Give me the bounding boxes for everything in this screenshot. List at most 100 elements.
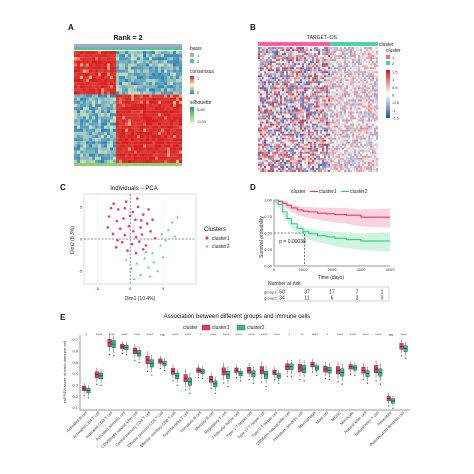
expression-cell xyxy=(356,63,359,66)
expression-cell xyxy=(328,49,331,52)
expression-cell xyxy=(312,143,315,146)
expression-cell xyxy=(372,137,375,140)
expression-cell xyxy=(284,147,287,150)
consensus-cell xyxy=(179,122,183,126)
consensus-cell xyxy=(86,153,90,157)
consensus-cell xyxy=(161,150,165,154)
expression-cell xyxy=(276,65,279,68)
expression-cell xyxy=(330,115,333,118)
expression-cell xyxy=(264,161,267,164)
expression-cell xyxy=(276,143,279,146)
consensus-cell xyxy=(167,116,171,120)
expression-cell xyxy=(348,147,351,150)
expression-cell xyxy=(330,105,333,108)
expression-cell xyxy=(344,161,347,164)
consensus-cell xyxy=(167,107,171,111)
consensus-cell xyxy=(104,72,108,76)
consensus-cell xyxy=(173,156,177,160)
expression-cell xyxy=(320,167,323,171)
expression-cell xyxy=(360,49,363,52)
consensus-cell xyxy=(170,66,174,70)
consensus-cell xyxy=(131,119,135,123)
expression-cell xyxy=(350,65,353,68)
expression-cell xyxy=(356,75,359,78)
consensus-cell xyxy=(125,131,129,136)
consensus-cell xyxy=(140,63,144,67)
expression-cell xyxy=(340,153,343,156)
expression-cell xyxy=(332,167,335,171)
expression-cell xyxy=(370,153,373,156)
expression-cell xyxy=(300,65,303,68)
consensus-cell xyxy=(137,72,141,76)
expression-cell xyxy=(322,55,325,58)
expression-cell xyxy=(282,159,285,162)
expression-cell xyxy=(322,155,325,158)
expression-cell xyxy=(278,145,281,148)
expression-cell xyxy=(368,161,371,164)
expression-cell xyxy=(266,97,269,100)
consensus-cell xyxy=(134,141,138,145)
expression-cell xyxy=(358,47,361,50)
consensus-cell xyxy=(107,131,111,136)
expression-cell xyxy=(324,117,327,120)
expression-cell xyxy=(264,57,267,60)
consensus-cell xyxy=(170,131,174,136)
consensus-cell xyxy=(107,128,111,132)
consensus-cell xyxy=(170,63,174,67)
consensus-cell xyxy=(125,75,129,80)
expression-cell xyxy=(360,137,363,140)
expression-cell xyxy=(352,135,355,138)
consensus-cell xyxy=(77,144,81,148)
expression-cell xyxy=(350,139,353,142)
expression-cell xyxy=(356,123,359,126)
expression-cell xyxy=(260,119,263,122)
consensus-cell xyxy=(146,125,150,129)
expression-cell xyxy=(360,131,363,134)
expression-cell xyxy=(346,135,349,138)
expression-cell xyxy=(296,51,299,54)
expression-cell xyxy=(372,51,375,54)
expression-cell xyxy=(332,165,335,169)
consensus-cell xyxy=(125,54,129,58)
expression-cell xyxy=(300,139,303,142)
consensus-cell xyxy=(152,63,156,67)
expression-cell xyxy=(358,123,361,126)
expression-cell xyxy=(348,151,351,154)
expression-cell xyxy=(278,137,281,140)
expression-cell xyxy=(334,113,337,116)
expression-cell xyxy=(368,59,371,62)
consensus-cell xyxy=(98,113,102,117)
expression-cell xyxy=(266,163,269,167)
expression-cell xyxy=(328,89,331,92)
expression-cell xyxy=(282,127,285,130)
expression-cell xyxy=(296,69,299,72)
expression-cell xyxy=(320,65,323,68)
consensus-cell xyxy=(179,82,183,86)
consensus-cell xyxy=(161,110,165,114)
expression-cell xyxy=(278,81,281,84)
consensus-cell xyxy=(77,91,81,95)
expression-cell xyxy=(278,161,281,164)
expression-cell xyxy=(264,135,267,138)
expression-cell xyxy=(360,79,363,82)
expression-cell xyxy=(312,125,315,128)
expression-cell xyxy=(352,159,355,162)
expression-cell xyxy=(314,65,317,68)
consensus-cell xyxy=(113,141,117,145)
expression-cell xyxy=(302,81,305,84)
expression-cell xyxy=(346,85,349,88)
expression-cell xyxy=(314,107,317,110)
expression-cell xyxy=(344,99,347,102)
expression-cell xyxy=(292,111,295,114)
consensus-cell xyxy=(101,135,105,139)
expression-cell xyxy=(316,57,319,60)
expression-cell xyxy=(376,151,379,154)
expression-cell xyxy=(300,59,303,62)
expression-cell xyxy=(266,93,269,96)
consensus-cell xyxy=(80,153,84,157)
consensus-cell xyxy=(74,63,78,67)
expression-cell xyxy=(338,87,341,90)
expression-cell xyxy=(302,47,305,50)
expression-cell xyxy=(360,143,363,146)
consensus-cell xyxy=(131,135,135,139)
